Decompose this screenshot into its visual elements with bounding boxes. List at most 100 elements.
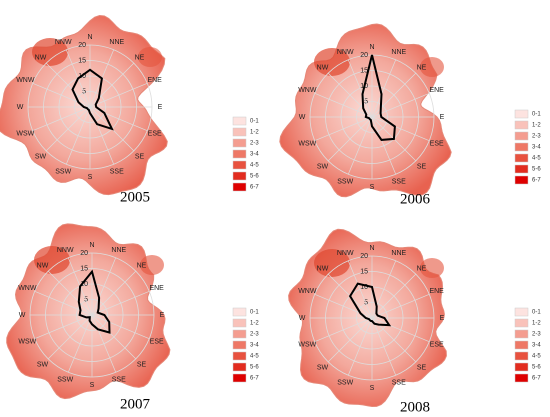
direction-label: SW — [317, 163, 329, 170]
radial-axis — [371, 116, 430, 142]
legend-swatch — [514, 153, 529, 163]
legend-label: 4-5 — [250, 354, 259, 360]
legend-swatch — [514, 340, 529, 350]
legend-swatch — [514, 362, 529, 372]
r-tick-label: 15 — [360, 67, 368, 74]
legend-label: 6-7 — [532, 376, 541, 382]
legend-swatch — [514, 351, 529, 361]
legend-swatch — [232, 171, 247, 181]
direction-label: ESE — [148, 131, 162, 138]
direction-label: S — [370, 385, 375, 392]
direction-label: SSE — [392, 380, 406, 387]
legend-swatch — [232, 138, 247, 148]
legend-label: 3-4 — [250, 343, 259, 349]
legend-swatch — [514, 120, 529, 130]
direction-label: N — [89, 242, 94, 249]
direction-label: ESE — [430, 342, 444, 349]
r-tick-label: 20 — [78, 42, 86, 49]
direction-label: SSW — [337, 179, 353, 186]
direction-label: WNW — [298, 288, 317, 295]
direction-label: WNW — [16, 77, 35, 84]
map-hotspot — [140, 255, 164, 275]
direction-label: SSE — [112, 377, 126, 384]
direction-label: SSE — [110, 169, 124, 176]
direction-label: SE — [417, 364, 427, 371]
direction-label: WSW — [18, 339, 36, 346]
map-hotspot — [420, 57, 444, 77]
wind-rose — [71, 68, 114, 131]
direction-label: NE — [135, 54, 145, 61]
direction-label: ENE — [429, 87, 444, 94]
legend-swatch — [514, 164, 529, 174]
legend-swatch — [232, 182, 247, 192]
radial-axis — [89, 106, 115, 165]
r-tick-label: 15 — [78, 57, 86, 64]
direction-label: NW — [35, 54, 47, 61]
wind-rose — [348, 282, 392, 327]
radial-axis — [91, 290, 150, 316]
radial-axis — [371, 72, 417, 118]
radial-axis — [314, 116, 373, 142]
legend-label: 5-6 — [532, 365, 541, 371]
radial-axis — [89, 106, 148, 132]
direction-label: SW — [317, 364, 329, 371]
legend-label: 2-3 — [250, 332, 259, 338]
direction-label: ENE — [147, 77, 162, 84]
legend-label: 6-7 — [250, 376, 259, 382]
legend-label: 4-5 — [532, 354, 541, 360]
legend-label: 3-4 — [532, 145, 541, 151]
direction-label: SW — [37, 361, 49, 368]
direction-label: ESE — [430, 141, 444, 148]
direction-label: NNW — [337, 250, 354, 257]
direction-label: N — [87, 34, 92, 41]
direction-label: NW — [37, 262, 49, 269]
r-tick-label: 10 — [80, 281, 88, 288]
radial-axis — [91, 314, 117, 373]
direction-label: SSE — [392, 179, 406, 186]
legend-swatch — [232, 329, 247, 339]
direction-label: NNE — [391, 49, 406, 56]
legend-swatch — [514, 175, 529, 185]
direction-label: W — [299, 315, 306, 322]
legend-swatch — [514, 109, 529, 119]
direction-label: SSW — [337, 380, 353, 387]
direction-label: S — [90, 382, 95, 389]
direction-label: NE — [417, 64, 427, 71]
legend-label: 4-5 — [250, 163, 259, 169]
direction-label: W — [17, 104, 24, 111]
legend-label: 3-4 — [250, 152, 259, 158]
legend-label: 2-3 — [250, 141, 259, 147]
radial-axis — [371, 59, 397, 118]
direction-label: SSW — [57, 377, 73, 384]
legend-label: 0-1 — [532, 310, 541, 316]
legend-swatch — [232, 160, 247, 170]
map-hotspot — [314, 48, 350, 76]
year-label: 2006 — [400, 191, 431, 207]
radial-axis — [45, 62, 91, 108]
map-hotspot — [34, 246, 70, 274]
map-hotspot — [420, 258, 444, 278]
direction-label: SW — [35, 153, 47, 160]
radial-axis — [371, 116, 397, 175]
radial-axis — [47, 314, 93, 360]
radial-axis — [91, 314, 150, 340]
legend-swatch — [232, 307, 247, 317]
map-hotspot — [32, 38, 68, 66]
radial-axis — [347, 59, 373, 118]
radial-axis — [65, 106, 91, 165]
legend-label: 0-1 — [532, 112, 541, 118]
radial-axis — [371, 293, 430, 319]
legend-swatch — [232, 116, 247, 126]
year-label: 2008 — [400, 399, 430, 415]
r-tick-label: 10 — [360, 284, 368, 291]
legend-label: 1-2 — [250, 321, 259, 327]
radial-axis — [67, 314, 93, 373]
direction-label: W — [19, 312, 26, 319]
direction-label: SE — [417, 163, 427, 170]
radial-axis — [347, 116, 373, 175]
legend-label: 1-2 — [532, 123, 541, 129]
map-hotspot — [314, 249, 350, 277]
legend-swatch — [232, 127, 247, 137]
legend-label: 3-4 — [532, 343, 541, 349]
legend-label: 2-3 — [532, 134, 541, 140]
